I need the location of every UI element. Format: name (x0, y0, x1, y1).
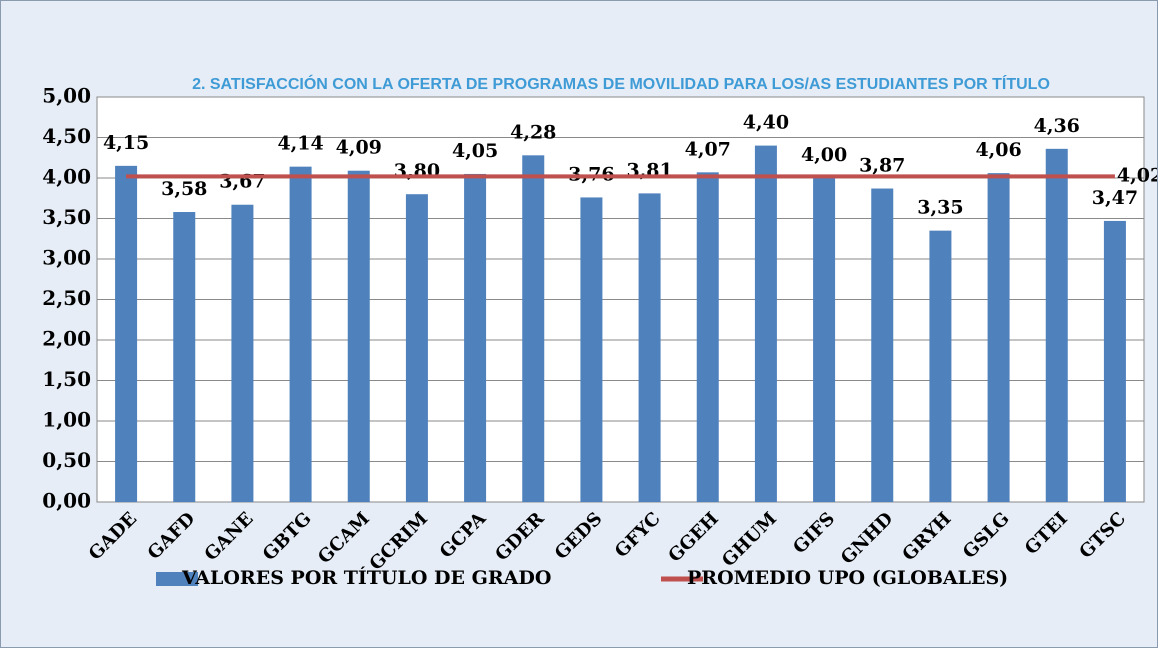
y-tick-label: 5,00 (42, 84, 91, 108)
bar (1103, 220, 1126, 502)
x-tick-label: GSLG (959, 508, 1014, 563)
data-label: 4,00 (801, 144, 847, 166)
data-label: 4,02 (1117, 164, 1157, 186)
x-tick-label: GADE (85, 508, 141, 564)
y-tick-label: 3,00 (42, 246, 91, 270)
data-label: 4,28 (510, 121, 556, 143)
y-tick-label: 1,50 (42, 367, 91, 391)
y-tick-label: 2,00 (42, 327, 91, 351)
x-tick-label: GIFS (789, 508, 839, 558)
x-tick-label: GHUM (718, 508, 781, 571)
x-tick-label: GBTG (259, 508, 316, 565)
data-label: 3,67 (219, 171, 265, 193)
bar (347, 170, 370, 502)
bar (405, 194, 428, 502)
data-label: 4,36 (1034, 115, 1080, 137)
x-tick-label: GTSC (1075, 508, 1130, 563)
y-tick-label: 1,00 (42, 408, 91, 432)
x-tick-label: GGEH (664, 508, 722, 566)
bar (696, 172, 719, 502)
bar (754, 145, 777, 502)
legend-swatch (156, 572, 198, 586)
y-tick-label: 3,50 (42, 205, 91, 229)
data-label: 4,09 (336, 137, 382, 159)
x-tick-label: GCRIM (366, 508, 433, 575)
x-tick-label: GCAM (314, 508, 374, 568)
chart-title: 2. SATISFACCIÓN CON LA OFERTA DE PROGRAM… (192, 76, 1050, 93)
bar (115, 165, 138, 502)
data-label: 4,15 (103, 132, 149, 154)
bar (871, 188, 894, 502)
data-label: 3,35 (917, 197, 963, 219)
bar (173, 212, 196, 502)
bar (522, 155, 545, 502)
x-tick-label: GDER (491, 507, 549, 565)
data-label: 3,47 (1092, 187, 1138, 209)
y-tick-label: 4,50 (42, 124, 91, 148)
legend-label: PROMEDIO UPO (GLOBALES) (687, 567, 1008, 589)
y-tick-label: 0,50 (42, 448, 91, 472)
bar (289, 166, 312, 502)
x-tick-label: GAFD (144, 508, 200, 564)
data-label: 3,80 (394, 160, 440, 182)
y-tick-label: 4,00 (42, 165, 91, 189)
x-tick-label: GCPA (436, 507, 491, 562)
x-tick-label: GEDS (551, 508, 607, 564)
data-label: 3,58 (161, 178, 207, 200)
x-tick-label: GNHD (837, 508, 897, 568)
data-label: 4,05 (452, 140, 498, 162)
data-label: 4,06 (975, 139, 1021, 161)
x-tick-label: GFYC (611, 508, 665, 562)
bar (987, 173, 1010, 502)
bar (464, 173, 487, 502)
bar (1045, 148, 1068, 502)
legend-label: VALORES POR TÍTULO DE GRADO (181, 566, 551, 589)
bar (929, 230, 952, 502)
bar (231, 204, 254, 503)
data-label: 4,07 (685, 138, 731, 160)
data-label: 4,14 (277, 133, 323, 155)
y-tick-label: 2,50 (42, 286, 91, 310)
bar (580, 197, 603, 502)
bar (813, 178, 836, 502)
data-label: 3,87 (859, 155, 905, 177)
x-tick-label: GANE (201, 508, 258, 565)
y-tick-label: 0,00 (42, 489, 91, 513)
x-tick-label: GRYH (898, 508, 955, 565)
bar (638, 193, 661, 502)
x-tick-label: GTEI (1021, 508, 1072, 559)
data-label: 4,40 (743, 112, 789, 134)
